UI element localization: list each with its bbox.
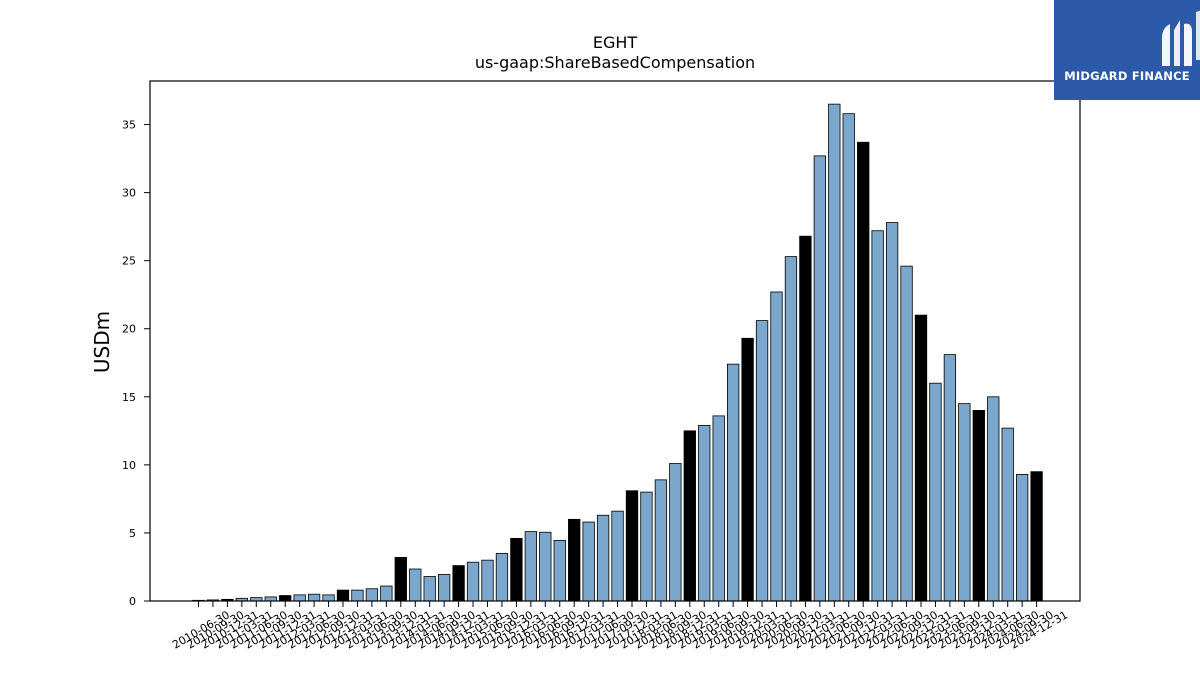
bar-2021-12-31	[857, 141, 870, 602]
bar-2016-12-31	[568, 518, 581, 602]
bar-2013-09-30	[380, 585, 393, 602]
y-tick-label: 20	[122, 323, 136, 336]
chart-subtitle: us-gaap:ShareBasedCompensation	[475, 53, 755, 72]
bar-2024-03-31	[987, 396, 1000, 602]
bar-2023-12-31	[972, 410, 985, 602]
bar-2021-09-30	[842, 113, 855, 602]
bar-2016-03-31	[524, 531, 537, 602]
bar-2020-12-31	[799, 235, 812, 602]
bar-2024-09-30	[1016, 474, 1029, 602]
midgard-m-logo-icon	[1162, 10, 1200, 67]
bar-2019-09-30	[727, 363, 740, 602]
bar-2012-12-31	[336, 589, 350, 602]
bar-2023-06-30	[943, 354, 957, 602]
plot-frame	[149, 80, 1081, 602]
bar-2015-03-31	[466, 561, 480, 602]
bar-2018-03-31	[640, 491, 653, 602]
y-tick-label: 25	[122, 255, 136, 268]
bar-2013-03-31	[351, 589, 364, 602]
y-tick-label: 15	[122, 391, 136, 404]
bar-2015-09-30	[495, 552, 509, 602]
y-tick-label: 5	[129, 527, 136, 540]
bar-2015-06-30	[481, 559, 494, 602]
bar-2017-03-31	[582, 521, 595, 602]
bar-2023-03-31	[929, 382, 942, 602]
y-tick-label: 35	[122, 119, 136, 132]
bar-2017-09-30	[611, 510, 624, 602]
bar-2021-03-31	[813, 155, 826, 602]
bar-2022-03-31	[871, 230, 884, 602]
y-tick-label: 10	[122, 459, 136, 472]
y-tick-label: 0	[129, 595, 136, 608]
y-tick-label: 30	[122, 187, 136, 200]
bar-2021-06-30	[828, 103, 841, 602]
bar-2022-06-30	[885, 222, 899, 602]
bar-2024-06-30	[1001, 427, 1014, 602]
bar-2012-03-31	[293, 594, 306, 602]
bar-2018-12-31	[683, 430, 696, 602]
bar-2011-12-31	[279, 595, 292, 602]
bar-2017-12-31	[625, 490, 639, 602]
bar-2016-09-30	[553, 540, 566, 602]
bar-2022-12-31	[914, 314, 928, 602]
bar-2014-03-31	[409, 568, 422, 602]
x-axis: 2010-06-302010-09-302010-12-312011-03-31…	[170, 601, 1070, 652]
bar-2019-06-30	[712, 415, 725, 602]
brand-name: MIDGARD FINANCE	[1064, 69, 1190, 83]
bars-group	[192, 103, 1043, 602]
bar-2017-06-30	[596, 514, 610, 602]
bar-2013-06-30	[365, 588, 379, 602]
bar-2012-09-30	[322, 594, 335, 602]
bar-2014-09-30	[437, 574, 451, 602]
brand-logo: MIDGARD FINANCE	[1054, 0, 1200, 100]
bar-2015-12-31	[510, 537, 523, 602]
chart-title: EGHT	[593, 33, 638, 52]
bar-2018-06-30	[654, 479, 668, 602]
bar-2024-12-31	[1030, 471, 1043, 602]
bar-2019-03-31	[698, 424, 711, 602]
bar-2011-09-30	[264, 596, 277, 602]
y-axis-label: USDm	[90, 311, 114, 373]
bar-2016-06-30	[539, 531, 552, 602]
bar-2020-06-30	[770, 291, 783, 602]
bar-2019-12-31	[741, 337, 754, 602]
bar-2020-03-31	[755, 320, 769, 602]
bar-2013-12-31	[394, 557, 407, 602]
bar-2022-09-30	[900, 265, 913, 602]
bar-2023-09-30	[958, 403, 971, 602]
bar-2014-06-30	[423, 576, 436, 602]
y-axis: 0 5 10 15 20 25 30 35	[122, 119, 150, 608]
bar-2014-12-31	[452, 565, 465, 602]
bar-2012-06-30	[307, 593, 321, 602]
bar-2020-09-30	[784, 256, 798, 602]
bar-2018-09-30	[669, 463, 682, 602]
